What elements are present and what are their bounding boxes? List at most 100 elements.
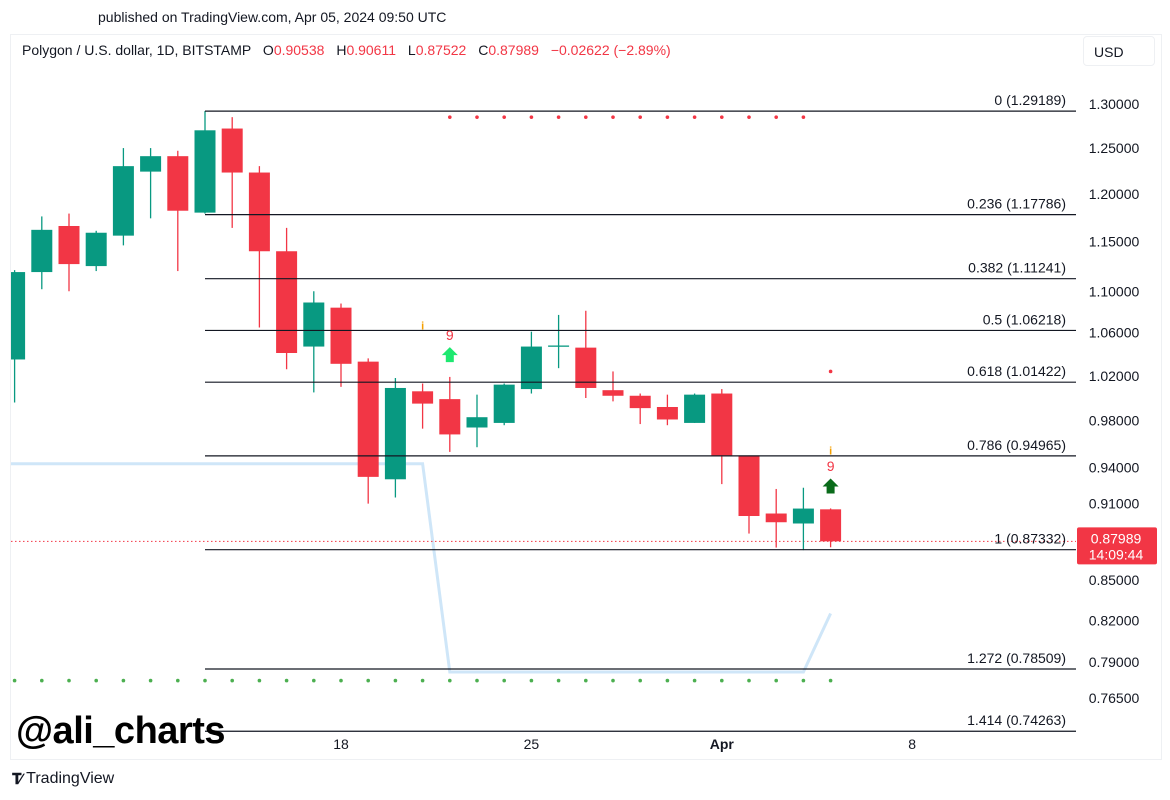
low-label: L [407,42,416,58]
candle-mar-20 [384,378,406,498]
candle-mar-10 [112,148,134,246]
high-value: 0.90611 [346,42,397,58]
currency-button[interactable]: USD [1083,36,1155,66]
red-dot [556,115,561,119]
bar-countdown: 14:09:44 [1089,546,1144,562]
candle-body [384,387,406,480]
last-price-value: 0.87989 [1091,530,1142,546]
candle-body [466,417,488,428]
red-dot [828,369,833,374]
candle-mar-8 [58,213,80,292]
green-dot [611,678,615,683]
candle-body [765,513,787,523]
red-dot [584,115,588,119]
green-dot [40,678,44,683]
green-dot [448,678,452,683]
candle-mar-7 [31,216,53,290]
low-value: 0.87522 [415,42,467,58]
green-dot [638,678,642,683]
x-axis-tick-label: 8 [908,736,916,752]
candle-body [221,128,243,173]
candle-apr-1 [711,389,733,485]
candle-mar-18 [330,303,352,387]
fib-level-label: 1.272 (0.78509) [967,650,1066,666]
info-marker: i [421,320,424,332]
y-axis-tick-label: 0.76500 [1089,690,1140,706]
fib-level-label: 0.5 (1.06218) [983,311,1066,327]
chart-frame [10,34,1162,760]
candle-mar-22 [439,376,461,452]
fib-level-label: 0.618 (1.01422) [967,363,1066,379]
candle-body [303,302,325,347]
y-axis-tick-label: 0.79000 [1089,654,1140,670]
candle-body [112,166,134,236]
red-dot [747,115,751,119]
candle-mar-27 [575,310,597,398]
fib-level-label: 0.786 (0.94965) [967,437,1066,453]
green-dot [801,678,806,683]
candle-body [140,156,162,172]
candle-body [602,390,624,396]
candle-body [58,225,80,265]
candle-mar-24 [493,383,515,426]
green-dot [692,678,697,683]
candle-body [357,361,379,477]
green-dot [529,678,534,683]
candle-body [684,394,706,423]
red-dot [692,115,697,119]
red-dot [529,115,534,119]
open-label: O [262,42,274,58]
fib-level-label: 0 (1.29189) [994,92,1066,108]
red-dot [611,115,615,119]
y-axis-tick-label: 1.06000 [1089,325,1140,341]
buy-arrow-up-icon [441,347,458,363]
red-dot [502,115,507,119]
y-axis-tick-label: 0.91000 [1089,496,1140,512]
sequential-count-label: 9 [446,327,454,343]
green-dot [148,678,153,683]
green-dot [230,678,234,683]
candle-mar-14 [221,117,243,228]
candle-body [330,307,352,364]
candle-body [656,406,678,420]
buy-arrow-up-icon [822,478,839,494]
green-dot [94,678,98,683]
candle-apr-5 [820,508,842,548]
brand-name: TradingView [26,770,115,787]
y-axis-tick-label: 0.98000 [1089,413,1140,429]
tradingview-brand[interactable]: 𝐓∕ TradingView [12,770,114,788]
candle-apr-3 [765,488,787,548]
green-dot [393,678,398,683]
candle-body [11,272,26,360]
green-dot [257,678,262,683]
green-dot [502,678,507,683]
candle-body [194,130,216,213]
candle-body [439,399,461,435]
plot-area [11,111,1076,683]
candle-mar-11 [140,148,162,219]
green-dot [556,678,561,683]
candle-body [575,347,597,388]
candle-body [412,391,434,404]
fib-level-label: 0.236 (1.17786) [967,196,1066,212]
x-axis-tick-label: 18 [333,736,349,752]
candle-mar-15 [248,166,270,328]
symbol-legend: Polygon / U.S. dollar, 1D, BITSTAMP O0.9… [22,42,671,58]
y-axis-tick-label: 0.85000 [1089,572,1140,588]
green-dot [420,678,425,683]
fib-level-label: 0.382 (1.11241) [968,260,1066,276]
green-dot [203,678,207,683]
green-dot [828,678,833,683]
green-dot [339,678,343,683]
published-note: published on TradingView.com, Apr 05, 20… [98,9,447,25]
candle-mar-23 [466,394,488,448]
red-dot [475,115,479,119]
candle-mar-17 [303,291,325,393]
green-dot [665,678,670,683]
x-axis-tick-label: Apr [710,736,735,752]
green-dot [475,678,479,683]
red-dot [801,115,806,119]
green-dot [284,678,289,683]
red-dot [448,115,452,119]
